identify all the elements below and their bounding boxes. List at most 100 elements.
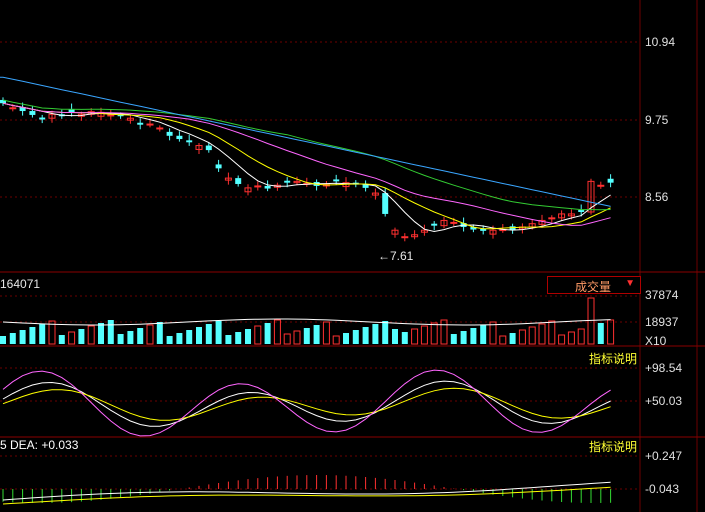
- volume-bar: [264, 323, 271, 344]
- kdj-help-button[interactable]: 指标说明: [589, 352, 638, 366]
- candle-body: [333, 179, 340, 182]
- candle-body: [362, 183, 369, 188]
- volume-bar: [58, 335, 65, 344]
- volume-bar: [430, 322, 438, 345]
- candle-body: [186, 140, 193, 143]
- candle-body: [126, 117, 134, 121]
- macd-panel[interactable]: [2, 475, 612, 505]
- ma10-line: [2, 102, 611, 230]
- ma5-line: [2, 102, 611, 233]
- candle-body: [146, 123, 154, 126]
- volume-bar: [273, 319, 281, 345]
- candle-body: [382, 193, 389, 214]
- volume-bar: [107, 320, 114, 344]
- volume-bar: [518, 329, 526, 345]
- volume-bar: [313, 325, 320, 344]
- ma60-line: [0, 76, 611, 207]
- low-price-marker: ←7.61: [378, 249, 414, 263]
- price-panel[interactable]: [0, 76, 614, 242]
- candle-body: [401, 236, 409, 239]
- volume-bar: [362, 327, 369, 344]
- macd-header-readout: 5 DEA: +0.033: [0, 438, 79, 452]
- volume-bar: [196, 327, 202, 344]
- kdj-axis-label-mid: +50.03: [645, 394, 683, 408]
- price-axis-label-low: 8.56: [645, 190, 669, 204]
- candle-body: [450, 221, 458, 224]
- volume-bar: [470, 328, 477, 344]
- volume-bar: [254, 325, 262, 345]
- candle-body: [587, 180, 595, 213]
- candle-body: [371, 192, 379, 196]
- macd-axis-label-top: +0.247: [645, 449, 683, 463]
- candle-body: [117, 114, 124, 117]
- volume-bar: [117, 334, 124, 344]
- candle-body: [509, 226, 516, 231]
- candle-body: [156, 127, 164, 130]
- candle-body: [176, 135, 183, 140]
- candle-body: [39, 117, 46, 120]
- volume-bar: [480, 325, 487, 344]
- volume-bar: [293, 330, 301, 345]
- volume-bar: [98, 323, 104, 344]
- volume-bar: [382, 321, 389, 344]
- volume-bar: [0, 336, 6, 344]
- volume-bar: [587, 297, 595, 345]
- candle-body: [68, 109, 75, 113]
- volume-bar: [372, 324, 379, 344]
- volume-bar: [225, 335, 232, 344]
- candle-body: [548, 217, 556, 220]
- candle-body: [420, 229, 428, 233]
- volume-panel[interactable]: [0, 297, 615, 345]
- volume-bar: [156, 322, 163, 344]
- kdj-axis-label-top: +98.54: [645, 361, 683, 375]
- candle-body: [29, 111, 36, 115]
- kdj-j-line: [2, 369, 611, 437]
- volume-bar: [78, 329, 85, 344]
- volume-bar: [558, 334, 566, 345]
- volume-bar: [440, 319, 448, 345]
- kdj-panel[interactable]: [2, 369, 611, 437]
- volume-bar: [401, 332, 408, 344]
- volume-bar: [489, 321, 497, 345]
- candle-body: [470, 226, 477, 230]
- volume-bar: [567, 331, 575, 345]
- volume-bar: [186, 330, 193, 344]
- candle-body: [431, 223, 438, 226]
- volume-bar: [176, 333, 183, 344]
- volume-bar: [577, 328, 585, 345]
- volume-bar: [19, 330, 26, 344]
- volume-bar: [499, 335, 507, 345]
- volume-bar: [597, 323, 604, 344]
- volume-axis-multiplier: X10: [645, 334, 667, 348]
- candle-body: [254, 185, 262, 188]
- price-axis-label-top: 10.94: [645, 35, 676, 49]
- candle-body: [607, 178, 614, 183]
- volume-bar: [420, 325, 428, 345]
- volume-bar: [166, 336, 173, 344]
- volume-bar: [68, 331, 76, 345]
- volume-bar: [538, 323, 546, 345]
- ma30-line: [2, 99, 611, 211]
- volume-bar: [9, 333, 16, 344]
- volume-bar: [87, 325, 95, 345]
- ma20-line: [2, 102, 611, 226]
- volume-bar: [352, 330, 359, 344]
- volume-bar: [146, 324, 154, 345]
- volume-last-value: 164071: [0, 277, 41, 291]
- candle-body: [137, 122, 144, 125]
- macd-dea-line: [2, 486, 611, 505]
- volume-bar: [245, 329, 251, 344]
- indicator-select-dropdown[interactable]: 成交量 ▼: [547, 276, 641, 294]
- candle-body: [411, 234, 419, 238]
- volume-bar: [283, 333, 291, 345]
- volume-bar: [235, 332, 242, 344]
- volume-bar: [303, 328, 310, 344]
- candle-body: [244, 187, 252, 193]
- volume-axis-label-top: 37874: [645, 288, 679, 302]
- candle-body: [578, 210, 585, 212]
- volume-bar: [411, 328, 419, 345]
- macd-help-button[interactable]: 指标说明: [589, 440, 638, 454]
- volume-bar: [39, 324, 46, 344]
